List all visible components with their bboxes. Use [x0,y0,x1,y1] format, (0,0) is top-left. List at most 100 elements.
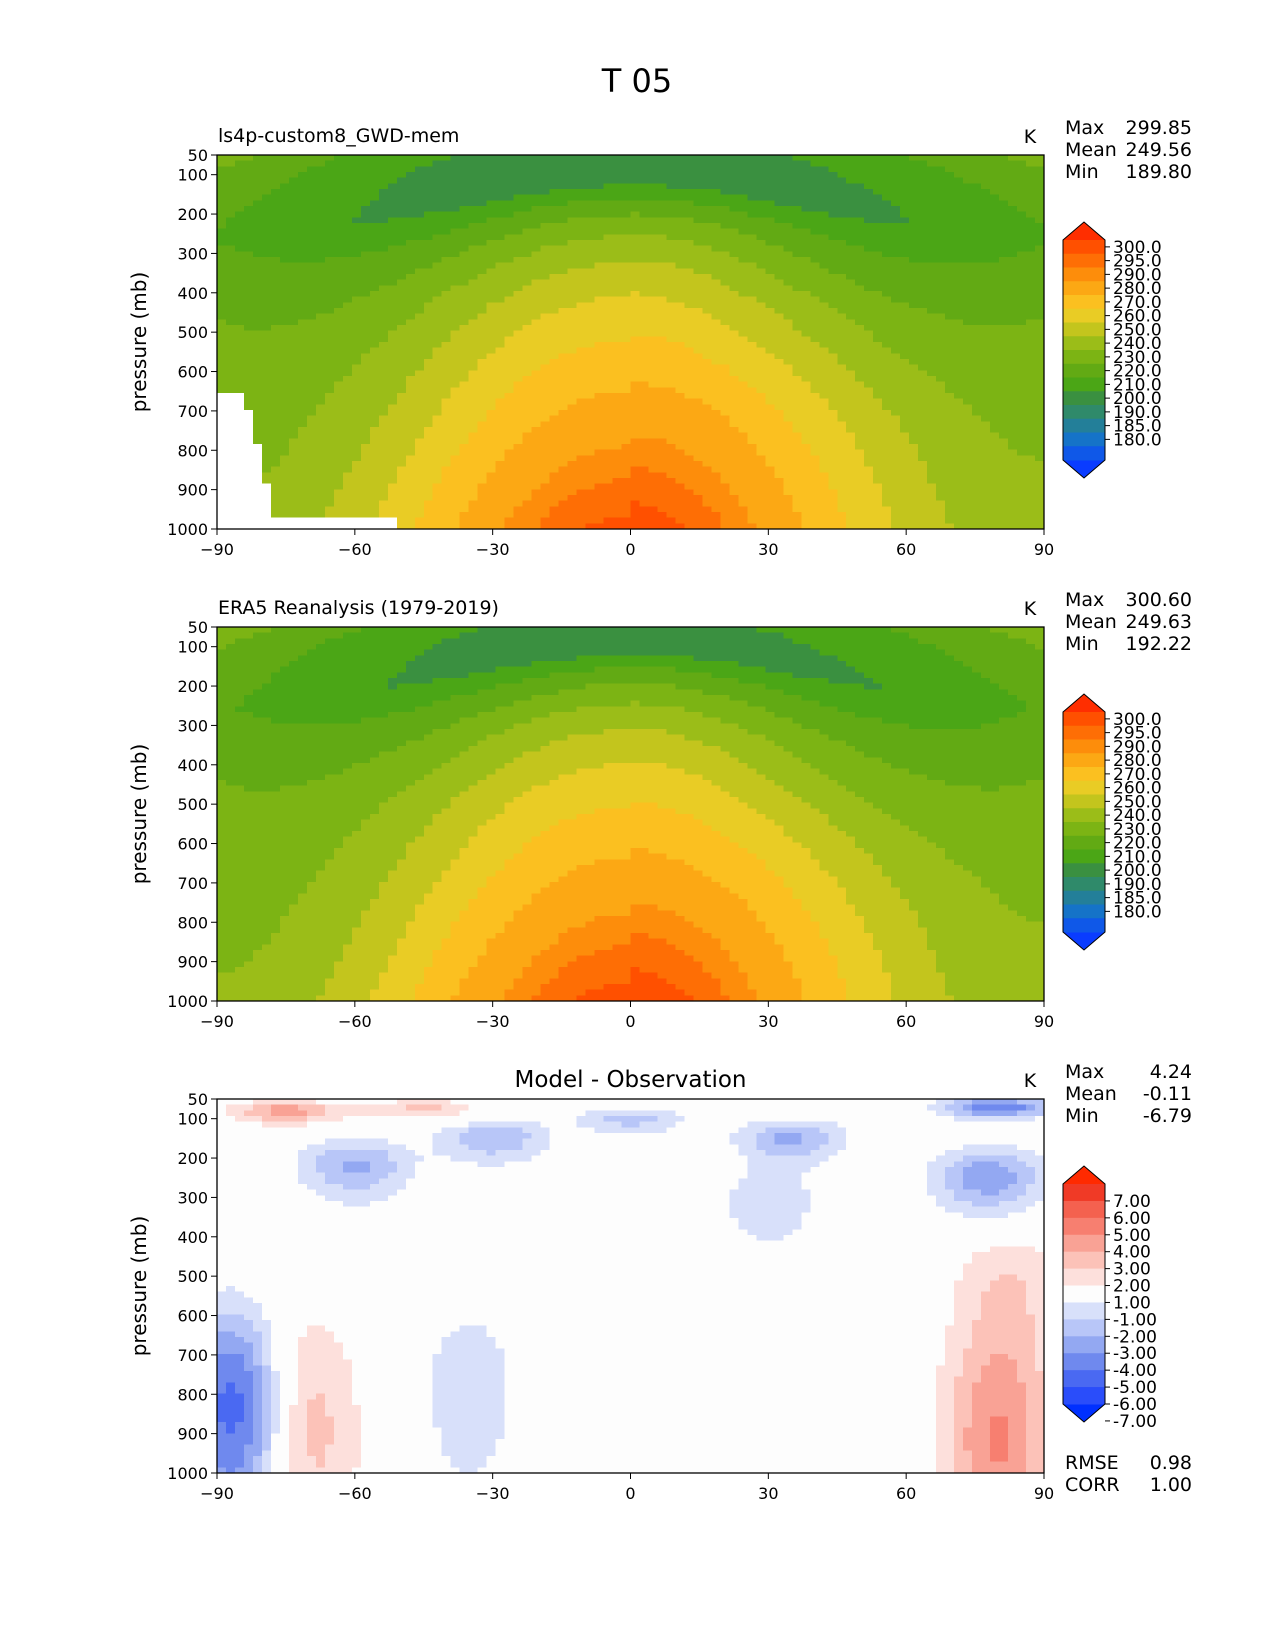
contour-cell [684,404,695,411]
contour-cell [486,240,497,247]
contour-cell [810,342,820,349]
contour-cell [999,427,1009,434]
contour-cell [261,387,272,394]
contour-cell [747,166,757,173]
contour-cell [441,206,452,213]
contour-cell [981,257,991,264]
contour-cell [315,302,326,309]
contour-cell [261,206,272,213]
contour-cell [927,330,937,337]
contour-cell [1035,415,1045,422]
contour-cell [972,364,982,371]
contour-cell [675,291,686,298]
contour-cell [396,313,407,320]
contour-cell [522,347,533,354]
contour-cell [405,308,416,315]
contour-cell [369,200,380,207]
contour-cell [378,376,389,383]
contour-cell [405,223,416,230]
contour-cell [792,240,802,247]
contour-cell [369,228,380,235]
contour-cell [693,240,704,247]
contour-cell [459,166,470,173]
contour-cell [657,415,668,422]
contour-cell [882,217,892,224]
contour-cell [414,330,425,337]
contour-cell [279,172,290,179]
contour-cell [774,398,784,405]
contour-cell [360,449,371,456]
contour-cell [270,166,281,173]
contour-cell [828,364,838,371]
contour-cell [945,189,955,196]
contour-cell [360,172,371,179]
contour-cell [513,251,524,258]
contour-cell [621,336,632,343]
contour-cell [756,427,766,434]
contour-cell [360,183,371,190]
contour-cell [702,251,712,258]
contour-cell [828,234,838,241]
contour-cell [315,251,326,258]
contour-cell [243,160,254,167]
contour-cell [459,234,470,241]
contour-cell [378,200,389,207]
contour-cell [639,166,650,173]
contour-cell [369,172,380,179]
contour-cell [675,274,686,281]
contour-cell [657,370,668,377]
contour-cell [801,444,811,451]
contour-cell [999,217,1009,224]
contour-cell [684,427,695,434]
contour-cell [549,421,560,428]
contour-cell [549,211,560,218]
contour-cell [396,347,407,354]
contour-cell [684,364,695,371]
contour-cell [459,336,470,343]
contour-cell [603,421,614,428]
contour-cell [603,189,614,196]
contour-cell [612,296,623,303]
contour-cell [1008,262,1018,269]
contour-cell [360,211,371,218]
contour-cell [972,240,982,247]
contour-cell [783,342,793,349]
contour-cell [333,427,344,434]
contour-cell [720,274,730,281]
contour-cell [738,381,748,388]
contour-cell [387,262,398,269]
contour-cell [792,415,802,422]
contour-cell [612,438,623,445]
contour-cell [720,415,730,422]
contour-cell [837,302,847,309]
contour-cell [990,240,1000,247]
contour-cell [387,427,398,434]
contour-cell [1035,393,1045,400]
contour-cell [1008,347,1018,354]
contour-cell [720,449,730,456]
contour-cell [972,183,982,190]
contour-cell [1017,160,1027,167]
contour-cell [747,308,757,315]
contour-cell [603,279,614,286]
contour-cell [1035,455,1045,462]
contour-cell [603,211,614,218]
contour-cell [756,211,766,218]
contour-cell [333,274,344,281]
contour-cell [217,342,227,349]
contour-cell [738,279,748,286]
contour-cell [252,268,263,275]
contour-cell [810,285,820,292]
contour-cell [855,438,865,445]
contour-cell [1017,410,1027,417]
contour-cell [486,251,497,258]
contour-cell [1026,268,1036,275]
contour-cell [477,223,488,230]
contour-cell [423,438,434,445]
contour-cell [522,234,533,241]
contour-cell [657,251,668,258]
contour-cell [414,325,425,332]
contour-cell [810,308,820,315]
contour-cell [450,279,461,286]
contour-cell [1026,166,1036,173]
